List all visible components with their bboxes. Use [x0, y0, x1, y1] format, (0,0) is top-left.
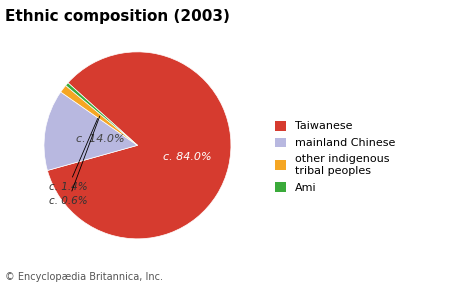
- Text: c. 84.0%: c. 84.0%: [163, 152, 212, 162]
- Wedge shape: [66, 83, 137, 145]
- Text: © Encyclopædia Britannica, Inc.: © Encyclopædia Britannica, Inc.: [5, 272, 163, 282]
- Text: c. 1.4%: c. 1.4%: [49, 119, 98, 192]
- Legend: Taiwanese, mainland Chinese, other indigenous
tribal peoples, Ami: Taiwanese, mainland Chinese, other indig…: [275, 121, 395, 193]
- Wedge shape: [44, 92, 137, 170]
- Wedge shape: [61, 86, 137, 145]
- Text: Ethnic composition (2003): Ethnic composition (2003): [5, 9, 229, 24]
- Wedge shape: [47, 52, 231, 239]
- Text: c. 14.0%: c. 14.0%: [76, 134, 125, 144]
- Text: c. 0.6%: c. 0.6%: [49, 116, 100, 206]
